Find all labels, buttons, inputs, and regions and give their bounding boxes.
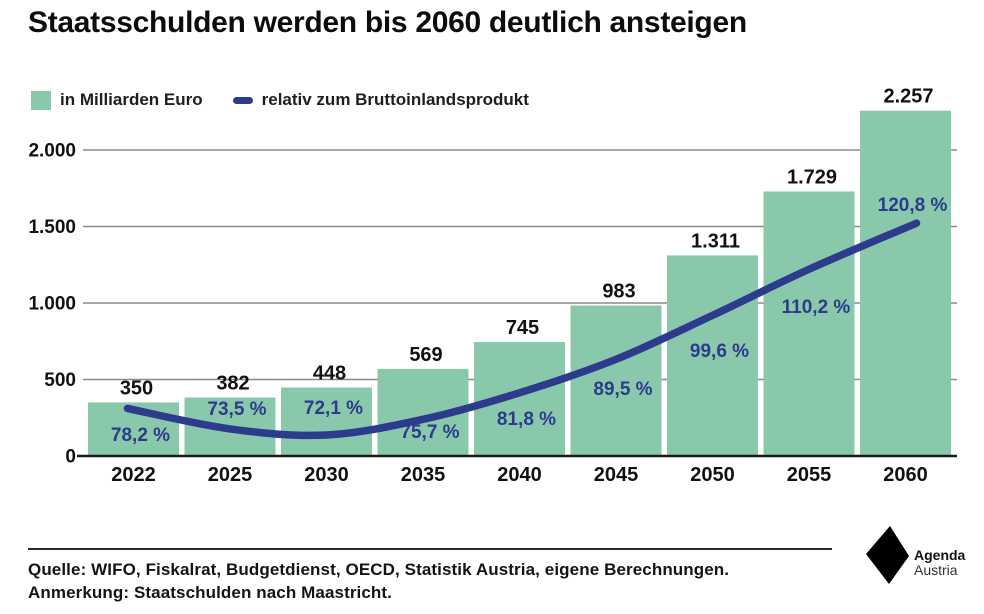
year-label-2022: 2022 — [111, 464, 156, 486]
chart-title: Staatsschulden werden bis 2060 deutlich … — [28, 6, 747, 39]
bar-2060 — [860, 110, 951, 456]
pct-label-2025: 73,5 % — [207, 399, 266, 420]
year-label-2025: 2025 — [208, 464, 253, 486]
bar-value-label-2035: 569 — [409, 344, 442, 366]
year-label-2030: 2030 — [304, 464, 349, 486]
logo-sub: Austria — [914, 562, 958, 578]
bar-value-label-2030: 448 — [313, 362, 346, 384]
pct-label-2045: 89,5 % — [593, 379, 652, 400]
y-tick-label-0: 0 — [65, 447, 76, 468]
bar-2055 — [763, 191, 855, 456]
bar-value-label-2060: 2.257 — [883, 86, 933, 108]
year-label-2035: 2035 — [401, 464, 446, 486]
y-tick-label-500: 500 — [44, 370, 76, 391]
legend: in Milliarden Euro relativ zum Bruttoinl… — [31, 90, 529, 110]
year-label-2040: 2040 — [497, 464, 542, 486]
logo-text: Agenda Austria — [914, 548, 965, 578]
bar-value-label-2025: 382 — [216, 373, 249, 395]
pct-label-2035: 75,7 % — [400, 422, 459, 443]
line-series-dash-icon — [232, 96, 253, 104]
bar-2045 — [570, 305, 662, 456]
pct-label-2022: 78,2 % — [111, 425, 170, 446]
note-text: Anmerkung: Staatschulden nach Maastricht… — [28, 583, 393, 602]
pct-label-2060: 120,8 % — [878, 195, 948, 216]
year-label-2060: 2060 — [883, 464, 928, 486]
footer-divider — [28, 548, 832, 550]
legend-item-bars: in Milliarden Euro — [31, 90, 203, 110]
legend-item-line: relativ zum Bruttoinlandsprodukt — [232, 90, 529, 110]
agenda-austria-diamond-icon — [866, 526, 909, 584]
bar-value-label-2022: 350 — [120, 377, 153, 399]
y-tick-label-1500: 1.500 — [28, 217, 76, 238]
pct-label-2055: 110,2 % — [782, 297, 851, 318]
bar-2030 — [281, 387, 372, 456]
bar-series-swatch-icon — [31, 90, 51, 110]
pct-label-2050: 99,6 % — [690, 341, 749, 362]
pct-label-2030: 72,1 % — [304, 398, 363, 419]
pct-label-2040: 81,8 % — [497, 409, 556, 430]
bar-2050 — [667, 255, 758, 456]
logo-name: Agenda — [914, 547, 966, 563]
legend-line-label: relativ zum Bruttoinlandsprodukt — [261, 90, 529, 109]
bar-value-label-2040: 745 — [506, 317, 539, 339]
source-text: Quelle: WIFO, Fiskalrat, Budgetdienst, O… — [28, 560, 730, 579]
y-tick-label-1000: 1.000 — [28, 294, 76, 315]
legend-bar-label: in Milliarden Euro — [60, 90, 203, 109]
footer: Quelle: WIFO, Fiskalrat, Budgetdienst, O… — [28, 558, 828, 604]
bar-value-label-2045: 983 — [602, 281, 635, 303]
agenda-austria-logo: Agenda Austria — [864, 522, 965, 586]
gdp-ratio-line — [123, 219, 921, 440]
year-label-2050: 2050 — [690, 464, 735, 486]
y-tick-label-2000: 2.000 — [28, 141, 76, 162]
bar-value-label-2050: 1.311 — [691, 230, 740, 252]
bar-value-label-2055: 1.729 — [787, 166, 837, 188]
year-label-2045: 2045 — [594, 464, 639, 486]
year-label-2055: 2055 — [787, 464, 832, 486]
